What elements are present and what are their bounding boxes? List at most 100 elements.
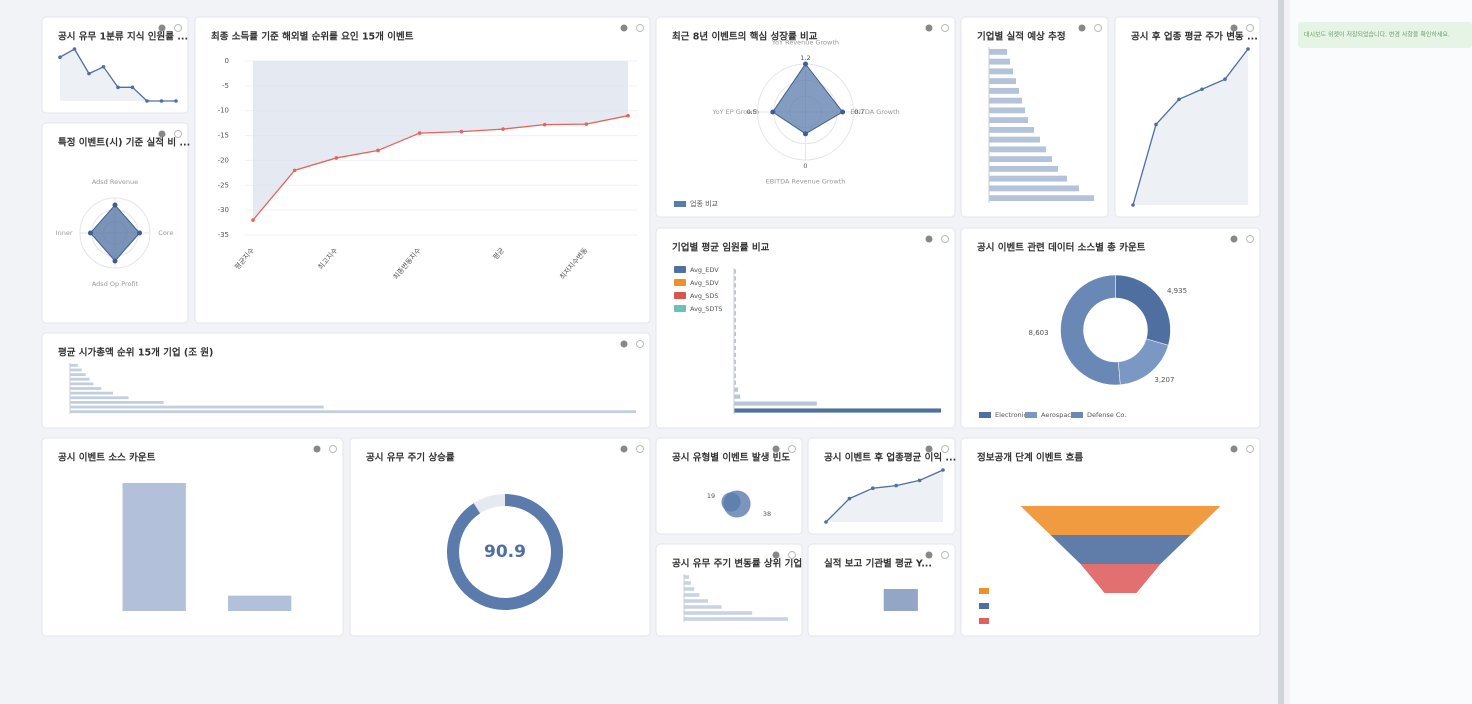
line-area — [60, 49, 176, 101]
point — [626, 113, 630, 118]
bar — [734, 366, 737, 371]
close-icon[interactable] — [636, 445, 644, 453]
pin-icon[interactable] — [620, 340, 628, 348]
point — [501, 127, 505, 131]
close-icon[interactable] — [941, 24, 949, 32]
slice-label: 3,207 — [1154, 376, 1174, 384]
pin-icon[interactable] — [620, 445, 628, 453]
pin-icon[interactable] — [925, 235, 933, 243]
bar — [989, 126, 1034, 133]
donut-slice — [1060, 274, 1121, 386]
close-icon[interactable] — [788, 551, 796, 559]
pin-icon[interactable] — [925, 551, 933, 559]
close-icon[interactable] — [174, 24, 182, 32]
bar — [734, 318, 737, 323]
bar — [734, 338, 737, 344]
y-tick-label: 0 — [225, 57, 229, 65]
close-icon[interactable] — [636, 24, 644, 32]
card — [655, 227, 956, 429]
legend-label: Avg_SDTS — [690, 305, 723, 313]
radar-point — [112, 258, 118, 264]
pin-icon[interactable] — [158, 24, 166, 32]
radar-value: 0 — [803, 162, 807, 170]
gauge-arc — [447, 494, 563, 610]
close-icon[interactable] — [788, 445, 796, 453]
radar-label: YoY Revenue Growth — [771, 38, 839, 46]
legend-swatch — [1071, 412, 1083, 418]
y-tick-label: -20 — [218, 156, 229, 164]
close-icon[interactable] — [1246, 445, 1254, 453]
point — [824, 520, 828, 524]
line — [1132, 48, 1249, 206]
card-title: 기업별 평균 임원률 비교 — [672, 242, 770, 254]
bar — [70, 368, 82, 372]
close-icon[interactable] — [1094, 24, 1102, 32]
legend-swatch — [979, 603, 989, 609]
point — [87, 71, 91, 76]
bar — [989, 68, 1013, 75]
bar — [989, 185, 1079, 192]
legend-swatch — [674, 201, 686, 207]
bar — [989, 78, 1016, 85]
card-title: 실적 보고 기관별 평균 Y... — [824, 558, 932, 570]
pin-icon[interactable] — [313, 445, 321, 453]
card — [807, 543, 956, 637]
close-icon[interactable] — [636, 340, 644, 348]
point — [1200, 87, 1204, 92]
pin-icon[interactable] — [158, 130, 166, 138]
point — [917, 478, 922, 483]
bar — [70, 410, 636, 414]
bar — [70, 387, 102, 390]
funnel-stage — [1020, 506, 1221, 535]
bar — [989, 107, 1025, 114]
legend-swatch — [979, 618, 989, 624]
radar-label: YoY EP Growth — [712, 108, 760, 116]
bar — [883, 589, 918, 611]
radar-point — [137, 230, 143, 236]
close-icon[interactable] — [941, 235, 949, 243]
bar — [989, 117, 1028, 124]
pin-icon[interactable] — [772, 551, 780, 559]
point — [584, 122, 589, 126]
bubble-label: 19 — [707, 492, 715, 500]
bar — [70, 382, 94, 386]
point — [871, 486, 875, 491]
bar — [70, 401, 164, 404]
bar — [989, 48, 1007, 55]
close-icon[interactable] — [1246, 24, 1254, 32]
close-icon[interactable] — [941, 551, 949, 559]
pin-icon[interactable] — [1230, 24, 1238, 32]
point — [174, 99, 178, 103]
pin-icon[interactable] — [1230, 235, 1238, 243]
point — [542, 122, 547, 127]
card-title: 최근 8년 이벤트의 핵심 성장률 비교 — [672, 31, 818, 43]
bar — [122, 483, 186, 611]
line — [825, 469, 944, 523]
bar — [989, 87, 1019, 94]
close-icon[interactable] — [174, 130, 182, 138]
funnel-stage — [1080, 564, 1161, 593]
card-title: 평균 시가총액 순위 15개 기업 (조 원) — [58, 347, 213, 359]
bar — [734, 290, 737, 295]
point — [58, 55, 62, 60]
close-icon[interactable] — [1246, 235, 1254, 243]
pin-icon[interactable] — [925, 445, 933, 453]
line — [252, 115, 629, 221]
close-icon[interactable] — [329, 445, 337, 453]
bar — [684, 587, 695, 591]
pin-icon[interactable] — [1230, 445, 1238, 453]
scrollbar[interactable] — [1278, 0, 1284, 704]
bar — [989, 146, 1046, 153]
pin-icon[interactable] — [925, 24, 933, 32]
close-icon[interactable] — [941, 445, 949, 453]
pin-icon[interactable] — [772, 445, 780, 453]
point — [251, 218, 255, 222]
card-title: 공시 이벤트 소스 카운트 — [58, 452, 156, 464]
pin-icon[interactable] — [1078, 24, 1086, 32]
pin-icon[interactable] — [620, 24, 628, 32]
bar — [70, 391, 113, 395]
card-title: 정보공개 단계 이벤트 흐름 — [977, 452, 1083, 464]
radar-label: Inner — [56, 229, 73, 237]
sidebar — [1290, 0, 1472, 704]
